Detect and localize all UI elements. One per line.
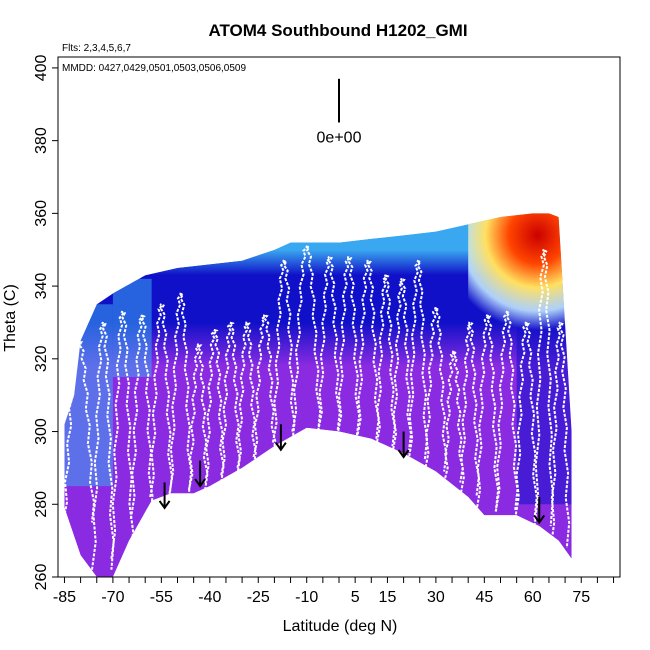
profile-track: [187, 343, 209, 490]
profile-tracks: [62, 245, 571, 570]
profile-track: [236, 321, 257, 469]
scale-bar-label: 0e+00: [317, 129, 362, 146]
x-tick-label: -40: [198, 589, 221, 606]
profile-track: [91, 321, 115, 570]
takeoff-arrow: [397, 431, 410, 459]
x-tick-label: -10: [295, 589, 318, 606]
x-tick-label: 60: [524, 589, 542, 606]
y-tick-label: 260: [33, 564, 50, 591]
profile-track: [168, 292, 193, 494]
profile-track: [443, 350, 464, 483]
takeoff-arrow: [533, 497, 546, 525]
y-tick-label: 340: [33, 273, 50, 300]
profile-track: [533, 248, 555, 527]
y-tick-label: 400: [33, 54, 50, 81]
field-patch: [64, 304, 113, 487]
x-axis: -85 -70 -55 -40 -25 -10 5 15 30 45 60 75: [53, 577, 615, 606]
profile-track: [355, 259, 380, 439]
profile-track: [494, 310, 519, 512]
field-background: [64, 213, 572, 577]
x-tick-label: -70: [101, 589, 124, 606]
profile-track: [271, 259, 296, 443]
field-hot-region: [468, 213, 569, 330]
profile-track: [336, 256, 361, 436]
x-tick-label: 45: [475, 589, 493, 606]
profile-track: [514, 321, 538, 519]
chart-title: ATOM4 Southbound H1202_GMI: [208, 21, 467, 40]
profile-track: [110, 310, 135, 559]
profile-track: [407, 259, 429, 461]
profile-track: [423, 306, 448, 472]
profile-track: [375, 274, 396, 447]
flights-label: Flts: 2,3,4,5,6,7: [62, 43, 131, 54]
profile-track: [252, 314, 277, 458]
x-tick-label: 15: [379, 589, 397, 606]
y-tick-label: 360: [33, 200, 50, 227]
profile-track: [317, 256, 341, 432]
x-tick-label: 5: [351, 589, 360, 606]
takeoff-arrow: [158, 482, 171, 510]
field-shading: [64, 213, 572, 577]
x-tick-label: 30: [427, 589, 445, 606]
y-tick-label: 320: [33, 345, 50, 372]
profile-track: [291, 245, 322, 432]
y-tick-label: 280: [33, 491, 50, 518]
profile-track: [220, 321, 241, 476]
y-axis: 260 280 300 320 340 360 380 400: [33, 54, 58, 590]
profile-track: [475, 314, 500, 512]
profile-track: [549, 321, 571, 549]
x-tick-label: -55: [150, 589, 173, 606]
y-tick-label: 380: [33, 127, 50, 154]
x-tick-label: -85: [53, 589, 76, 606]
x-axis-label: Latitude (deg N): [283, 618, 398, 635]
profile-track: [391, 277, 413, 454]
plot-area: [62, 213, 572, 577]
profile-track: [459, 321, 480, 498]
x-tick-label: 75: [572, 589, 590, 606]
takeoff-arrow: [194, 460, 206, 488]
profile-track: [149, 303, 173, 498]
takeoff-arrow: [275, 424, 287, 452]
y-tick-label: 300: [33, 418, 50, 445]
y-axis-label: Theta (C): [2, 284, 19, 352]
dates-label: MMDD: 0427,0429,0501,0503,0506,0509: [62, 63, 246, 74]
x-tick-label: -25: [247, 589, 270, 606]
profile-track: [204, 328, 225, 483]
profile-track: [62, 339, 96, 523]
